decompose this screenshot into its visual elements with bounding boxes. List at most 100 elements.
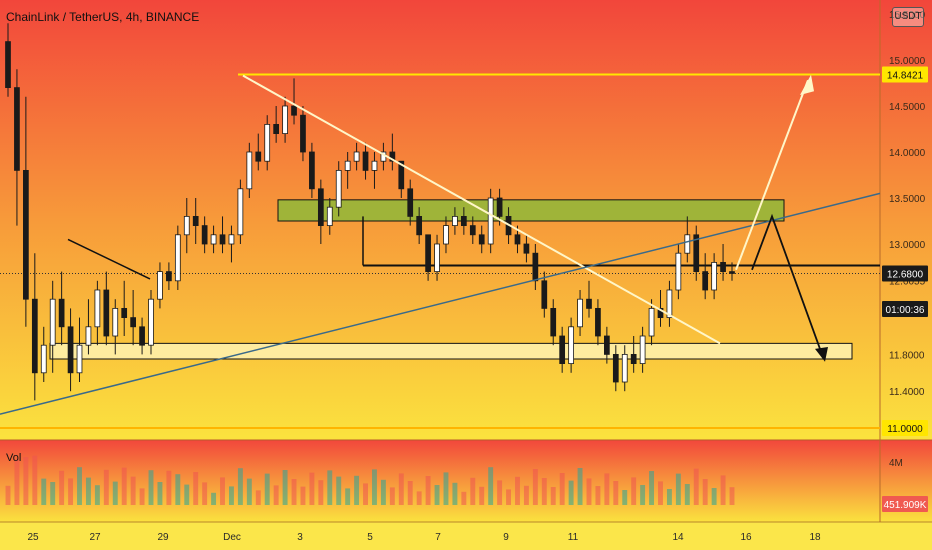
bearish-arrow-head <box>815 347 828 362</box>
volume-bar <box>523 485 529 505</box>
volume-bar <box>130 476 136 505</box>
candle-body <box>317 188 324 227</box>
candle-body <box>228 234 235 245</box>
price-tag-bg <box>882 420 928 436</box>
volume-bar <box>702 479 708 505</box>
support-zone <box>49 342 853 360</box>
candle-body <box>434 243 440 273</box>
volume-bar <box>336 476 342 505</box>
candle-body <box>23 169 29 300</box>
volume-bar <box>228 486 234 505</box>
volume-bar <box>693 468 699 505</box>
candle-body <box>371 160 378 171</box>
candle-body <box>532 252 539 282</box>
candle-body <box>487 197 494 245</box>
bullish-arrow-line <box>735 79 809 271</box>
candle-body <box>31 298 38 374</box>
volume-bar <box>720 475 726 505</box>
volume-bar <box>148 470 154 505</box>
volume-bar <box>461 491 467 505</box>
candle-body <box>711 261 717 291</box>
volume-bar <box>327 470 333 505</box>
volume-bar <box>32 455 38 505</box>
candle-body <box>5 41 11 88</box>
candle-body <box>183 215 190 236</box>
x-tick-label: 11 <box>568 532 579 543</box>
volume-bar <box>372 469 377 505</box>
candle-body <box>577 298 583 328</box>
candle-body <box>282 105 288 135</box>
candle-body <box>407 188 414 217</box>
candle-body <box>648 307 655 337</box>
candle-body <box>273 124 280 135</box>
candle-body <box>67 326 74 374</box>
y-tick-label: 13.0000 <box>889 240 926 251</box>
y-tick-label: 15.5000 <box>889 10 926 21</box>
candle-body <box>496 197 503 217</box>
volume-bar <box>398 473 404 505</box>
candle-body <box>192 215 199 226</box>
volume-bar <box>407 481 413 505</box>
candle-body <box>586 298 592 309</box>
volume-bar <box>14 459 20 505</box>
y-tick-label: 13.5000 <box>889 194 926 205</box>
x-tick-label: Dec <box>223 532 241 543</box>
analysis-drawings <box>0 74 881 415</box>
candle-body <box>541 280 548 309</box>
volume-bar <box>515 476 520 505</box>
short-trendline <box>67 238 151 280</box>
volume-bar <box>649 471 655 505</box>
candle-body <box>94 289 101 328</box>
volume-bar <box>613 481 619 505</box>
x-tick-label: 18 <box>809 532 821 543</box>
volume-bar <box>318 480 324 505</box>
volume-bar <box>300 486 306 505</box>
volume-bar <box>77 467 82 505</box>
volume-bar <box>264 473 270 505</box>
volume-bar <box>112 481 118 505</box>
candle-body <box>326 206 333 226</box>
volume-bar <box>416 491 422 505</box>
volume-bar <box>237 468 243 505</box>
candle-body <box>514 234 521 245</box>
volume-pane-background <box>0 440 932 522</box>
volume-bar <box>434 485 440 505</box>
volume-bar <box>220 477 225 505</box>
volume-bar <box>684 484 690 505</box>
volume-bar <box>139 488 145 505</box>
volume-bar <box>488 467 494 505</box>
candle-body <box>478 234 485 245</box>
volume-bar <box>559 473 565 505</box>
candle-body <box>166 271 172 282</box>
y-tick-label: 12.6055 <box>889 276 926 287</box>
volume-bar <box>666 489 672 505</box>
volume-bar <box>711 488 717 505</box>
volume-bar <box>470 477 476 505</box>
volume-bar <box>497 480 503 505</box>
candle-body <box>291 105 297 116</box>
candle-body <box>720 261 726 272</box>
volume-bar <box>103 469 109 505</box>
volume-bar <box>175 474 181 505</box>
x-tick-label: 7 <box>435 532 441 543</box>
candle-body <box>112 307 119 337</box>
currency-button[interactable]: USDT <box>892 7 924 27</box>
volume-bar <box>622 490 628 505</box>
volume-bar <box>425 476 431 505</box>
candle-body <box>148 298 154 346</box>
candle-body <box>219 234 226 245</box>
volume-bar <box>345 488 351 505</box>
x-tick-label: 29 <box>157 532 169 543</box>
y-tick-label: 11.4000 <box>889 387 925 398</box>
volume-bar <box>166 470 172 505</box>
volume-bar <box>282 470 288 505</box>
candle-body <box>130 317 136 328</box>
volume-bar <box>550 487 556 505</box>
candle-body <box>568 326 574 364</box>
candle-body <box>255 151 262 162</box>
price-tag-label: 14.8421 <box>887 71 924 82</box>
volume-bar <box>273 485 279 505</box>
candle-body <box>309 151 315 190</box>
volume-tag-bg <box>882 496 928 512</box>
